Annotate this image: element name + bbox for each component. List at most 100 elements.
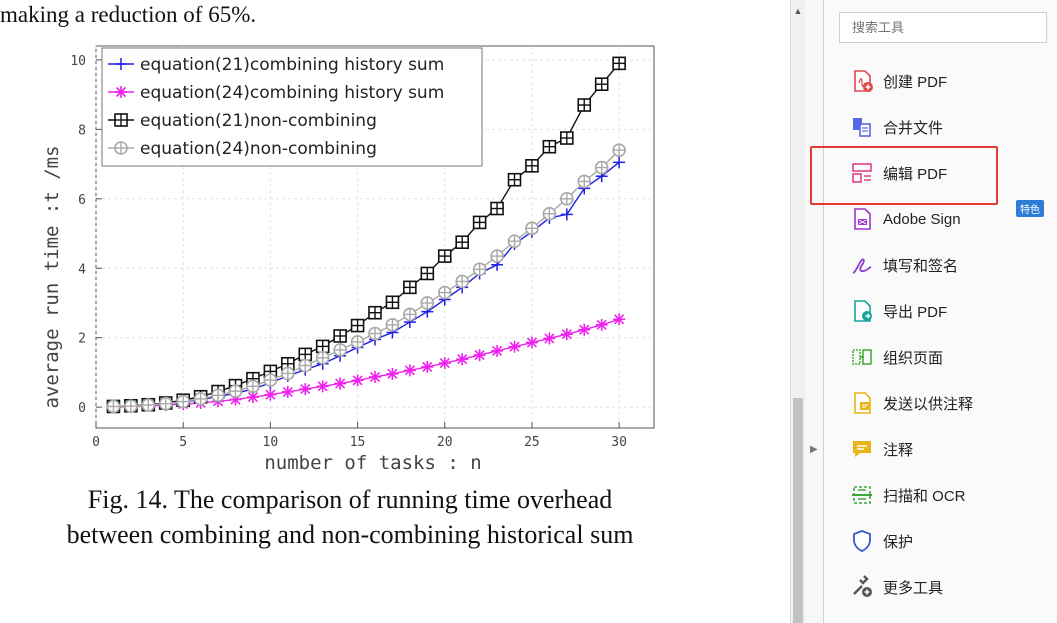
organize-pages-icon [848, 343, 876, 371]
data-point [455, 274, 469, 289]
legend-entry: equation(21)non-combining [108, 111, 377, 131]
tool-item-protect[interactable]: 保护 [848, 523, 1048, 559]
tool-item-label: 更多工具 [883, 579, 944, 597]
data-point [386, 367, 399, 380]
data-point [525, 221, 539, 236]
data-point [281, 366, 295, 381]
document-scrollbar[interactable]: ▲ [790, 0, 805, 623]
highlight-box [810, 146, 998, 205]
data-point [525, 336, 538, 349]
tool-item-comment[interactable]: 注释 [848, 431, 1048, 467]
legend-entry: equation(24)non-combining [108, 139, 377, 159]
tool-item-more-tools[interactable]: 更多工具 [848, 569, 1048, 605]
caption-line-2: between combining and non-combining hist… [66, 520, 634, 549]
data-point [385, 318, 400, 332]
data-point [612, 143, 626, 157]
y-tick-label: 4 [78, 262, 86, 277]
comment-icon [848, 435, 876, 463]
x-tick-label: 0 [92, 435, 100, 450]
y-tick-label: 10 [70, 54, 86, 69]
tool-item-label: 注释 [883, 441, 914, 459]
panel-collapse-gutter[interactable]: ▶ [805, 0, 824, 623]
y-tick-label: 8 [78, 123, 86, 138]
series-4 [106, 143, 626, 414]
data-point [211, 388, 225, 403]
edit-pdf-icon [848, 159, 876, 187]
tool-item-label: Adobe Sign [883, 210, 961, 228]
data-point [114, 141, 128, 155]
featured-badge: 特色 [1016, 200, 1044, 217]
data-point [333, 329, 347, 343]
data-point [115, 58, 127, 70]
data-point [228, 384, 243, 398]
tool-item-fill-sign[interactable]: 填写和签名 [848, 247, 1048, 283]
tool-item-export-pdf[interactable]: 导出 PDF [848, 293, 1048, 329]
data-point [456, 353, 469, 366]
data-point [114, 113, 128, 127]
data-point [420, 296, 435, 310]
data-point [613, 313, 626, 326]
tool-item-scan-ocr[interactable]: 扫描和 OCR [848, 477, 1048, 513]
data-point [350, 318, 365, 333]
data-point [264, 388, 277, 401]
data-point [560, 328, 573, 341]
tool-item-send-comments[interactable]: 发送以供注释 [848, 385, 1048, 421]
x-tick-label: 10 [263, 435, 279, 450]
data-point [560, 208, 573, 221]
tool-item-label: 保护 [883, 533, 914, 551]
data-point [542, 206, 557, 221]
legend-entry: equation(24)combining history sum [108, 83, 444, 103]
data-point [490, 249, 504, 263]
data-point [437, 249, 452, 263]
tool-item-create-pdf[interactable]: 创建 PDF [848, 63, 1048, 99]
data-point [594, 77, 609, 92]
chart-legend: equation(21)combining history sum equatio… [101, 47, 483, 167]
scroll-up-arrow-icon[interactable]: ▲ [793, 6, 803, 16]
x-tick-label: 5 [179, 435, 187, 450]
data-point [115, 86, 127, 98]
data-point [193, 392, 208, 406]
data-point [246, 379, 260, 394]
tool-item-combine-files[interactable]: 合并文件 [848, 109, 1048, 145]
data-point [490, 201, 504, 216]
expand-panel-arrow-icon[interactable]: ▶ [810, 444, 818, 455]
x-tick-label: 15 [350, 435, 366, 450]
tool-item-organize-pages[interactable]: 组织页面 [848, 339, 1048, 375]
tool-search-input[interactable] [839, 12, 1047, 43]
combine-files-icon [848, 113, 876, 141]
data-point [369, 370, 381, 383]
data-point [403, 307, 417, 322]
data-point [124, 399, 138, 413]
tool-item-label: 扫描和 OCR [883, 487, 966, 505]
data-point [368, 326, 382, 341]
tool-item-adobe-sign[interactable]: Adobe Sign [848, 201, 1048, 237]
chart-series [106, 56, 626, 414]
data-point [298, 347, 313, 362]
tool-item-label: 合并文件 [883, 119, 944, 137]
data-point [577, 174, 592, 189]
data-point [421, 360, 434, 373]
caption-line-1: Fig. 14. The comparison of running time … [87, 485, 613, 514]
data-point [543, 332, 556, 345]
data-point [613, 156, 626, 169]
data-point [473, 349, 486, 362]
tool-item-edit-pdf[interactable]: 编辑 PDF [848, 155, 1048, 191]
data-point [560, 131, 574, 145]
legend-entry: equation(21)combining history sum [108, 55, 444, 75]
tool-item-label: 编辑 PDF [883, 165, 948, 183]
data-point [437, 285, 452, 300]
data-point [472, 215, 487, 230]
data-point [508, 340, 521, 353]
y-axis-label: average run time :t /ms [41, 145, 63, 408]
data-point [141, 398, 156, 412]
data-point [612, 56, 626, 71]
data-point [403, 364, 416, 377]
data-point [315, 351, 330, 365]
legend-box [101, 47, 483, 167]
data-point [577, 98, 592, 112]
legend-label: equation(21)combining history sum [140, 55, 444, 75]
scroll-thumb[interactable] [793, 398, 803, 623]
tool-item-label: 创建 PDF [883, 73, 948, 91]
data-point [472, 262, 487, 277]
